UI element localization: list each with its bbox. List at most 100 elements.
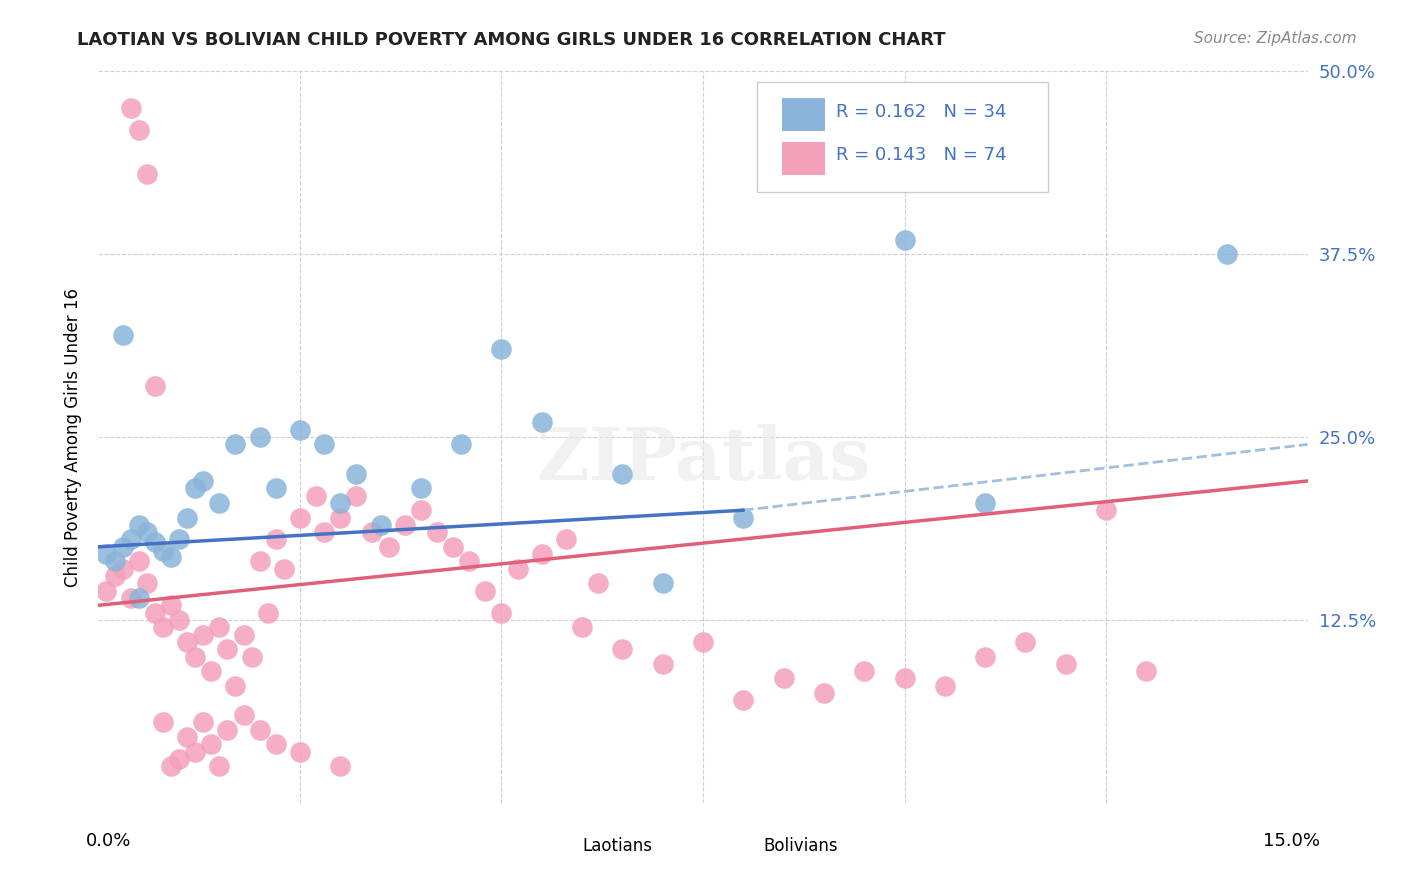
Point — [264, 737, 287, 751]
Point — [200, 737, 222, 751]
Y-axis label: Child Poverty Among Girls Under 16: Child Poverty Among Girls Under 16 — [63, 287, 82, 587]
Text: Laotians: Laotians — [582, 837, 652, 855]
Point — [184, 649, 207, 664]
Point — [200, 664, 222, 678]
Point — [167, 613, 190, 627]
Point — [111, 540, 134, 554]
Point — [152, 544, 174, 558]
Point — [361, 525, 384, 540]
Point — [458, 554, 481, 568]
Point — [249, 723, 271, 737]
Point — [394, 517, 416, 532]
Point — [772, 672, 794, 686]
Point — [208, 759, 231, 773]
Point — [1014, 635, 1036, 649]
Point — [232, 627, 254, 641]
Point — [184, 745, 207, 759]
Point — [1095, 503, 1118, 517]
Point — [167, 533, 190, 547]
Point — [491, 343, 513, 357]
Point — [208, 620, 231, 634]
Point — [813, 686, 835, 700]
Point — [176, 510, 198, 524]
Point — [152, 715, 174, 730]
Point — [586, 576, 609, 591]
Point — [160, 759, 183, 773]
Point — [176, 730, 198, 744]
Point — [612, 467, 634, 481]
Point — [217, 723, 239, 737]
Point — [450, 437, 472, 451]
Point — [135, 525, 157, 540]
Point — [571, 620, 593, 634]
Point — [160, 549, 183, 564]
Point — [377, 540, 399, 554]
Point — [111, 562, 134, 576]
Point — [193, 474, 215, 488]
Point — [208, 496, 231, 510]
Point — [249, 430, 271, 444]
Point — [651, 657, 673, 671]
Point — [893, 233, 915, 247]
Point — [426, 525, 449, 540]
Text: 0.0%: 0.0% — [86, 832, 132, 850]
Point — [103, 554, 125, 568]
Text: LAOTIAN VS BOLIVIAN CHILD POVERTY AMONG GIRLS UNDER 16 CORRELATION CHART: LAOTIAN VS BOLIVIAN CHILD POVERTY AMONG … — [77, 31, 946, 49]
Point — [491, 606, 513, 620]
Point — [96, 547, 118, 561]
Point — [264, 481, 287, 495]
Point — [974, 649, 997, 664]
Point — [193, 715, 215, 730]
FancyBboxPatch shape — [758, 82, 1047, 192]
Point — [506, 562, 529, 576]
Point — [974, 496, 997, 510]
Point — [240, 649, 263, 664]
Point — [314, 525, 336, 540]
Text: ZIPatlas: ZIPatlas — [536, 424, 870, 494]
Point — [441, 540, 464, 554]
Point — [232, 708, 254, 723]
Point — [256, 606, 278, 620]
Text: 15.0%: 15.0% — [1263, 832, 1320, 850]
Point — [96, 583, 118, 598]
FancyBboxPatch shape — [782, 142, 825, 175]
Point — [893, 672, 915, 686]
Point — [288, 423, 311, 437]
Point — [409, 481, 432, 495]
Point — [143, 379, 166, 393]
Point — [224, 437, 246, 451]
Point — [329, 510, 352, 524]
Point — [530, 547, 553, 561]
Point — [135, 576, 157, 591]
Point — [305, 489, 328, 503]
Point — [184, 481, 207, 495]
Point — [111, 327, 134, 342]
Point — [120, 533, 142, 547]
Point — [934, 679, 956, 693]
Point — [651, 576, 673, 591]
Point — [344, 467, 367, 481]
Point — [193, 627, 215, 641]
Point — [135, 167, 157, 181]
Point — [128, 123, 150, 137]
Point — [329, 759, 352, 773]
Point — [224, 679, 246, 693]
Point — [143, 606, 166, 620]
Point — [329, 496, 352, 510]
Point — [288, 510, 311, 524]
Point — [474, 583, 496, 598]
Point — [733, 510, 755, 524]
Text: Source: ZipAtlas.com: Source: ZipAtlas.com — [1194, 31, 1357, 46]
Point — [530, 416, 553, 430]
Point — [1216, 247, 1239, 261]
Point — [692, 635, 714, 649]
Point — [264, 533, 287, 547]
Point — [409, 503, 432, 517]
Point — [103, 569, 125, 583]
Text: R = 0.143   N = 74: R = 0.143 N = 74 — [837, 146, 1007, 164]
Point — [314, 437, 336, 451]
Point — [370, 517, 392, 532]
Point — [128, 517, 150, 532]
Point — [160, 599, 183, 613]
FancyBboxPatch shape — [543, 836, 578, 857]
